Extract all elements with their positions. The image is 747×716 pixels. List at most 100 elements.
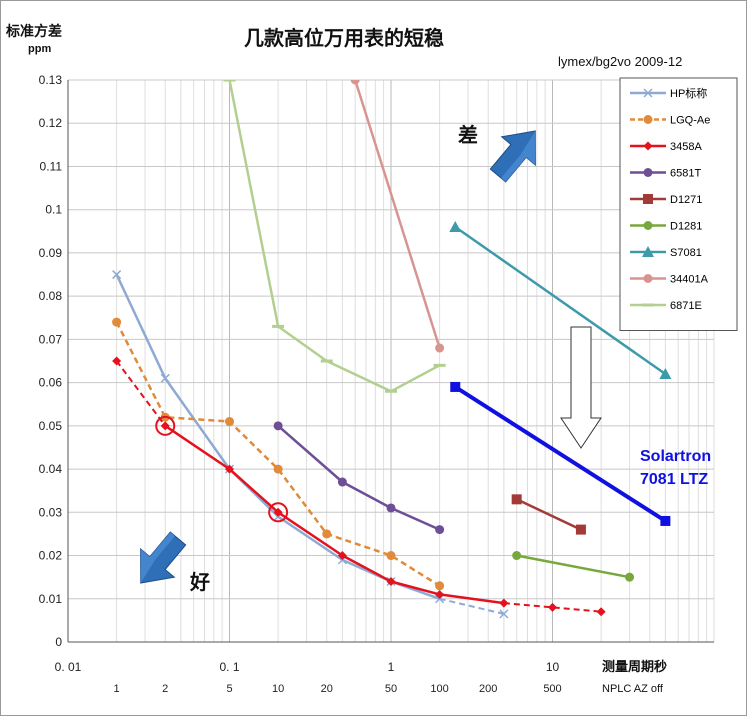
data-point	[112, 270, 122, 280]
data-point	[643, 274, 653, 283]
data-point	[643, 88, 653, 98]
y-tick-label: 0.06	[39, 376, 63, 390]
chart-credit: lymex/bg2vo 2009-12	[558, 54, 682, 69]
series-line-extension	[503, 602, 602, 613]
data-point	[643, 194, 653, 204]
nplc-tick-label: 1	[114, 683, 120, 695]
data-point	[449, 220, 462, 232]
series-6581T	[273, 421, 445, 535]
data-point	[512, 551, 522, 561]
series-line	[454, 225, 667, 376]
data-point	[160, 373, 170, 383]
x-tick-label: 10	[546, 660, 560, 674]
y-tick-label: 0.07	[39, 332, 63, 346]
y-tick-label: 0.12	[39, 116, 63, 130]
data-point	[643, 168, 653, 177]
data-point	[625, 572, 635, 582]
nplc-tick-label: 10	[272, 683, 284, 695]
worse-label: 差	[458, 123, 478, 147]
legend-label: D1281	[670, 221, 702, 233]
y-tick-label: 0.1	[45, 203, 62, 217]
down-arrow-icon	[560, 326, 602, 449]
data-point	[499, 609, 509, 619]
data-point	[112, 356, 122, 366]
data-point	[273, 421, 283, 431]
y-tick-label: 0.02	[39, 549, 63, 563]
axis-layer: 0 0.01 0.02 0.03 0.04 0.05 0.06 0.07 0.08 0.09 0.1…	[39, 73, 714, 695]
data-point	[643, 115, 653, 124]
data-point	[337, 551, 347, 561]
series-D1281	[512, 551, 635, 582]
data-point	[225, 464, 234, 474]
data-point	[350, 80, 360, 85]
legend-label: 6871E	[670, 300, 702, 312]
series-line	[277, 424, 441, 531]
y-tick-label: 0	[55, 635, 62, 649]
better-arrow-icon	[140, 531, 187, 584]
legend-label: 34401A	[670, 274, 709, 286]
series-3458A	[112, 356, 606, 617]
arrow-highlight	[501, 131, 536, 182]
arrow-body	[489, 130, 536, 183]
data-point	[225, 417, 234, 427]
legend-item-34401A: 34401A	[630, 274, 709, 286]
nplc-tick-label: 2	[162, 683, 168, 695]
better-label: 好	[189, 570, 210, 594]
series-D1271	[511, 494, 586, 535]
y-axis-unit: ppm	[28, 43, 51, 55]
nplc-tick-label: 500	[543, 683, 561, 695]
legend-label: LGQ-Ae	[670, 115, 710, 127]
solartron-line	[454, 385, 667, 523]
data-point	[643, 141, 653, 151]
data-point	[499, 598, 509, 608]
nplc-tick-label: 20	[321, 683, 333, 695]
series-S7081	[449, 220, 672, 379]
data-point	[337, 477, 347, 487]
legend-label: S7081	[670, 247, 702, 259]
data-point	[273, 464, 283, 474]
x-tick-label: 1	[388, 660, 395, 674]
solartron-label-line1: Solartron	[640, 448, 711, 465]
legend-item-LGQ-Ae: LGQ-Ae	[630, 115, 710, 127]
solartron-label-line2: 7081 LTZ	[640, 471, 708, 488]
data-point	[659, 367, 672, 379]
series-line	[354, 80, 441, 349]
legend-item-D1271: D1271	[630, 194, 702, 206]
legend-label: 6581T	[670, 168, 701, 180]
data-point	[386, 576, 396, 586]
annotation-layer: Solartron 7081 LTZ 差好	[140, 123, 711, 594]
nplc-tick-label: 50	[385, 683, 397, 695]
arrow-highlight	[140, 532, 175, 583]
chart-title: 几款高位万用表的短稳	[244, 26, 444, 50]
data-point	[642, 246, 654, 257]
legend-item-S7081: S7081	[630, 246, 702, 259]
legend-item-D1281: D1281	[630, 221, 702, 233]
data-point	[322, 529, 332, 539]
nplc-tick-label: 100	[430, 683, 448, 695]
data-point	[643, 221, 653, 230]
series-6871E	[223, 80, 446, 393]
series-line-extension	[439, 597, 505, 615]
nplc-caption: NPLC AZ off	[602, 683, 664, 695]
worse-arrow-icon	[489, 130, 536, 183]
y-tick-label: 0.09	[39, 246, 63, 260]
y-tick-label: 0.13	[39, 73, 63, 87]
y-tick-label: 0.01	[39, 592, 63, 606]
legend-item-6581T: 6581T	[630, 168, 701, 180]
data-point	[112, 317, 122, 327]
solartron-point	[660, 515, 671, 526]
y-tick-label: 0.11	[40, 159, 63, 173]
nplc-tick-label: 5	[226, 683, 232, 695]
legend-item-3458A: 3458A	[630, 141, 702, 153]
data-point	[160, 421, 170, 431]
highlight-circle	[155, 415, 176, 436]
data-point	[273, 507, 283, 517]
data-point	[386, 551, 396, 561]
data-point	[435, 589, 445, 599]
legend-item-6871E: 6871E	[630, 300, 702, 312]
data-point	[511, 494, 522, 505]
legend-item-HP标称: HP标称	[630, 86, 707, 100]
x-axis-label: 测量周期秒	[602, 659, 667, 675]
